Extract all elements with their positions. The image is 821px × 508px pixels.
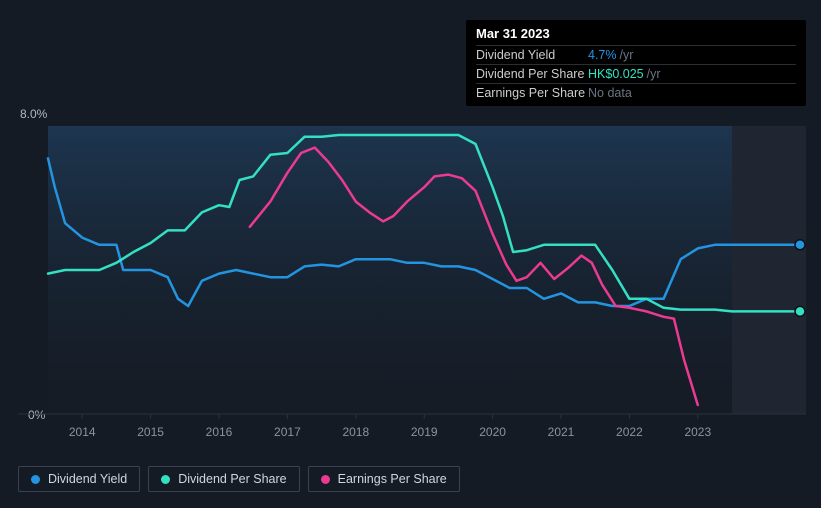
svg-text:2014: 2014 <box>69 425 96 439</box>
tooltip-row-eps: Earnings Per Share No data <box>476 83 796 102</box>
legend-label: Dividend Per Share <box>178 472 286 486</box>
svg-text:2015: 2015 <box>137 425 164 439</box>
tooltip-value: HK$0.025 <box>588 67 644 81</box>
line-chart-svg: 2014 2015 2016 2017 2018 2019 2020 2021 2022 2023 <box>18 104 806 454</box>
chart-plot-area[interactable]: 2014 2015 2016 2017 2018 2019 2020 2021 2022 2023 <box>18 104 806 454</box>
svg-text:2018: 2018 <box>342 425 369 439</box>
chart-legend: Dividend Yield Dividend Per Share Earnin… <box>18 466 460 492</box>
svg-text:2019: 2019 <box>411 425 438 439</box>
svg-text:2020: 2020 <box>479 425 506 439</box>
legend-item-earnings-per-share[interactable]: Earnings Per Share <box>308 466 460 492</box>
legend-dot <box>161 475 170 484</box>
legend-label: Earnings Per Share <box>338 472 447 486</box>
svg-text:2016: 2016 <box>206 425 233 439</box>
tooltip-label: Dividend Yield <box>476 48 588 62</box>
legend-dot <box>31 475 40 484</box>
tooltip-label: Dividend Per Share <box>476 67 588 81</box>
tooltip-row-dps: Dividend Per Share HK$0.025 /yr <box>476 64 796 83</box>
svg-text:2017: 2017 <box>274 425 301 439</box>
legend-label: Dividend Yield <box>48 472 127 486</box>
legend-item-dividend-yield[interactable]: Dividend Yield <box>18 466 140 492</box>
tooltip-date: Mar 31 2023 <box>476 26 796 45</box>
legend-dot <box>321 475 330 484</box>
tooltip-unit: /yr <box>647 67 661 81</box>
legend-item-dividend-per-share[interactable]: Dividend Per Share <box>148 466 299 492</box>
chart-container: Mar 31 2023 Dividend Yield 4.7% /yr Divi… <box>0 0 821 508</box>
tooltip-value: No data <box>588 86 632 100</box>
tooltip-value: 4.7% <box>588 48 617 62</box>
svg-text:2021: 2021 <box>548 425 575 439</box>
tooltip-label: Earnings Per Share <box>476 86 588 100</box>
svg-text:2023: 2023 <box>684 425 711 439</box>
svg-text:2022: 2022 <box>616 425 643 439</box>
chart-tooltip: Mar 31 2023 Dividend Yield 4.7% /yr Divi… <box>466 20 806 106</box>
tooltip-unit: /yr <box>620 48 634 62</box>
tooltip-row-dividend-yield: Dividend Yield 4.7% /yr <box>476 45 796 64</box>
